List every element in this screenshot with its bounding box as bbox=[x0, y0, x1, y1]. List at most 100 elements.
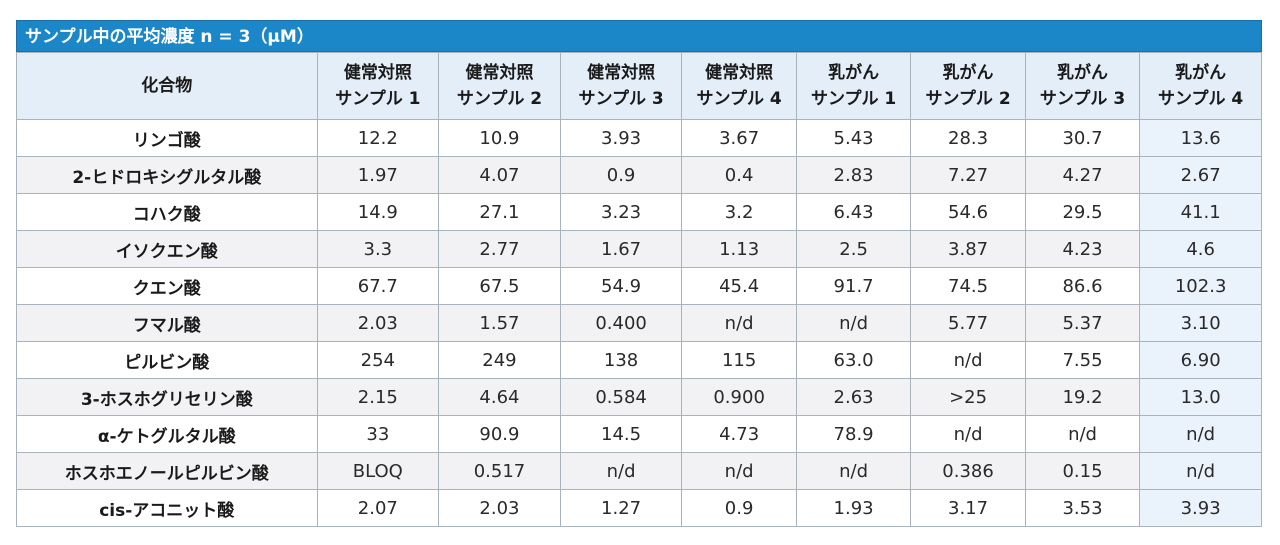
column-header-healthy-1: 健常対照 サンプル 1 bbox=[316, 52, 440, 120]
concentration-cell: 10.9 bbox=[438, 119, 561, 157]
concentration-cell: 14.9 bbox=[316, 193, 440, 231]
concentration-cell: n/d bbox=[559, 452, 683, 490]
concentration-cell: 4.27 bbox=[1024, 156, 1141, 194]
concentration-cell: 115 bbox=[681, 341, 797, 379]
compound-name: α-ケトグルタル酸 bbox=[16, 415, 318, 453]
concentration-cell: n/d bbox=[1024, 415, 1141, 453]
header-row: 化合物 健常対照 サンプル 1 健常対照 サンプル 2 健常対照 サンプル 3 健常対… bbox=[16, 52, 1262, 120]
column-header-healthy-4: 健常対照 サンプル 4 bbox=[681, 52, 797, 120]
concentration-cell: 67.7 bbox=[316, 267, 440, 305]
concentration-cell: >25 bbox=[910, 378, 1026, 416]
concentration-cell: n/d bbox=[681, 452, 797, 490]
column-header-cancer-3: 乳がん サンプル 3 bbox=[1024, 52, 1141, 120]
concentration-cell: 29.5 bbox=[1024, 193, 1141, 231]
concentration-cell: 4.6 bbox=[1139, 230, 1262, 268]
concentration-cell: 3.93 bbox=[559, 119, 683, 157]
concentration-cell: 1.67 bbox=[559, 230, 683, 268]
table-row: α-ケトグルタル酸 33 90.9 14.5 4.73 78.9 n/d n/d n/d bbox=[16, 415, 1262, 453]
compound-name: ホスホエノールピルビン酸 bbox=[16, 452, 318, 490]
compound-name: イソクエン酸 bbox=[16, 230, 318, 268]
concentration-cell: BLOQ bbox=[316, 452, 440, 490]
concentration-cell: 4.07 bbox=[438, 156, 561, 194]
concentration-cell: 102.3 bbox=[1139, 267, 1262, 305]
compound-name: コハク酸 bbox=[16, 193, 318, 231]
concentration-cell: 13.6 bbox=[1139, 119, 1262, 157]
concentration-cell: 2.03 bbox=[316, 304, 440, 342]
concentration-cell: 3.93 bbox=[1139, 489, 1262, 527]
concentration-cell: 74.5 bbox=[910, 267, 1026, 305]
concentration-cell: 91.7 bbox=[795, 267, 912, 305]
concentration-cell: 0.4 bbox=[681, 156, 797, 194]
concentration-cell: 14.5 bbox=[559, 415, 683, 453]
concentration-cell: 1.57 bbox=[438, 304, 561, 342]
concentration-cell: 13.0 bbox=[1139, 378, 1262, 416]
concentration-cell: 3.17 bbox=[910, 489, 1026, 527]
concentration-cell: 54.9 bbox=[559, 267, 683, 305]
column-header-healthy-3: 健常対照 サンプル 3 bbox=[559, 52, 683, 120]
concentration-cell: 33 bbox=[316, 415, 440, 453]
compound-name: ピルビン酸 bbox=[16, 341, 318, 379]
concentration-cell: 1.27 bbox=[559, 489, 683, 527]
concentration-table: 化合物 健常対照 サンプル 1 健常対照 サンプル 2 健常対照 サンプル 3 健常対… bbox=[16, 52, 1262, 527]
concentration-cell: n/d bbox=[681, 304, 797, 342]
concentration-cell: 2.15 bbox=[316, 378, 440, 416]
concentration-cell: 0.400 bbox=[559, 304, 683, 342]
concentration-cell: 27.1 bbox=[438, 193, 561, 231]
concentration-cell: 0.517 bbox=[438, 452, 561, 490]
concentration-cell: 30.7 bbox=[1024, 119, 1141, 157]
concentration-cell: 41.1 bbox=[1139, 193, 1262, 231]
concentration-cell: 54.6 bbox=[910, 193, 1026, 231]
concentration-cell: 3.10 bbox=[1139, 304, 1262, 342]
concentration-cell: n/d bbox=[910, 341, 1026, 379]
concentration-cell: 67.5 bbox=[438, 267, 561, 305]
concentration-cell: 2.63 bbox=[795, 378, 912, 416]
concentration-cell: 3.87 bbox=[910, 230, 1026, 268]
concentration-cell: 2.77 bbox=[438, 230, 561, 268]
concentration-cell: 2.5 bbox=[795, 230, 912, 268]
concentration-cell: n/d bbox=[795, 452, 912, 490]
column-header-cancer-2: 乳がん サンプル 2 bbox=[910, 52, 1026, 120]
concentration-cell: 1.97 bbox=[316, 156, 440, 194]
concentration-cell: 86.6 bbox=[1024, 267, 1141, 305]
concentration-cell: 5.43 bbox=[795, 119, 912, 157]
concentration-cell: 3.53 bbox=[1024, 489, 1141, 527]
concentration-table-panel: サンプル中の平均濃度 n = 3（μM） 化合物 健常対照 サンプル 1 健常対照… bbox=[16, 20, 1262, 527]
concentration-cell: 0.386 bbox=[910, 452, 1026, 490]
column-header-healthy-2: 健常対照 サンプル 2 bbox=[438, 52, 561, 120]
concentration-cell: 5.77 bbox=[910, 304, 1026, 342]
concentration-cell: 4.73 bbox=[681, 415, 797, 453]
concentration-cell: 0.9 bbox=[681, 489, 797, 527]
concentration-cell: n/d bbox=[1139, 452, 1262, 490]
concentration-cell: 0.900 bbox=[681, 378, 797, 416]
concentration-cell: 4.23 bbox=[1024, 230, 1141, 268]
table-title: サンプル中の平均濃度 n = 3（μM） bbox=[16, 20, 1262, 52]
table-row: 2-ヒドロキシグルタル酸 1.97 4.07 0.9 0.4 2.83 7.27 4.27 2.… bbox=[16, 156, 1262, 194]
concentration-cell: 1.13 bbox=[681, 230, 797, 268]
concentration-cell: 6.90 bbox=[1139, 341, 1262, 379]
concentration-cell: n/d bbox=[910, 415, 1026, 453]
concentration-cell: 78.9 bbox=[795, 415, 912, 453]
concentration-cell: 0.15 bbox=[1024, 452, 1141, 490]
concentration-cell: 0.9 bbox=[559, 156, 683, 194]
concentration-cell: 7.27 bbox=[910, 156, 1026, 194]
concentration-cell: 12.2 bbox=[316, 119, 440, 157]
column-header-compound: 化合物 bbox=[16, 52, 318, 120]
concentration-cell: 4.64 bbox=[438, 378, 561, 416]
concentration-cell: 19.2 bbox=[1024, 378, 1141, 416]
compound-name: リンゴ酸 bbox=[16, 119, 318, 157]
table-row: ホスホエノールピルビン酸 BLOQ 0.517 n/d n/d n/d 0.386 0.15 n… bbox=[16, 452, 1262, 490]
table-row: クエン酸 67.7 67.5 54.9 45.4 91.7 74.5 86.6 102.3 bbox=[16, 267, 1262, 305]
concentration-cell: 28.3 bbox=[910, 119, 1026, 157]
table-row: リンゴ酸 12.2 10.9 3.93 3.67 5.43 28.3 30.7 13.6 bbox=[16, 119, 1262, 157]
concentration-cell: 3.23 bbox=[559, 193, 683, 231]
concentration-cell: 45.4 bbox=[681, 267, 797, 305]
concentration-cell: 2.07 bbox=[316, 489, 440, 527]
concentration-cell: 63.0 bbox=[795, 341, 912, 379]
concentration-cell: 2.67 bbox=[1139, 156, 1262, 194]
concentration-cell: 0.584 bbox=[559, 378, 683, 416]
compound-name: 2-ヒドロキシグルタル酸 bbox=[16, 156, 318, 194]
concentration-cell: 3.2 bbox=[681, 193, 797, 231]
table-row: 3-ホスホグリセリン酸 2.15 4.64 0.584 0.900 2.63 >25 19.2… bbox=[16, 378, 1262, 416]
compound-name: フマル酸 bbox=[16, 304, 318, 342]
compound-name: 3-ホスホグリセリン酸 bbox=[16, 378, 318, 416]
